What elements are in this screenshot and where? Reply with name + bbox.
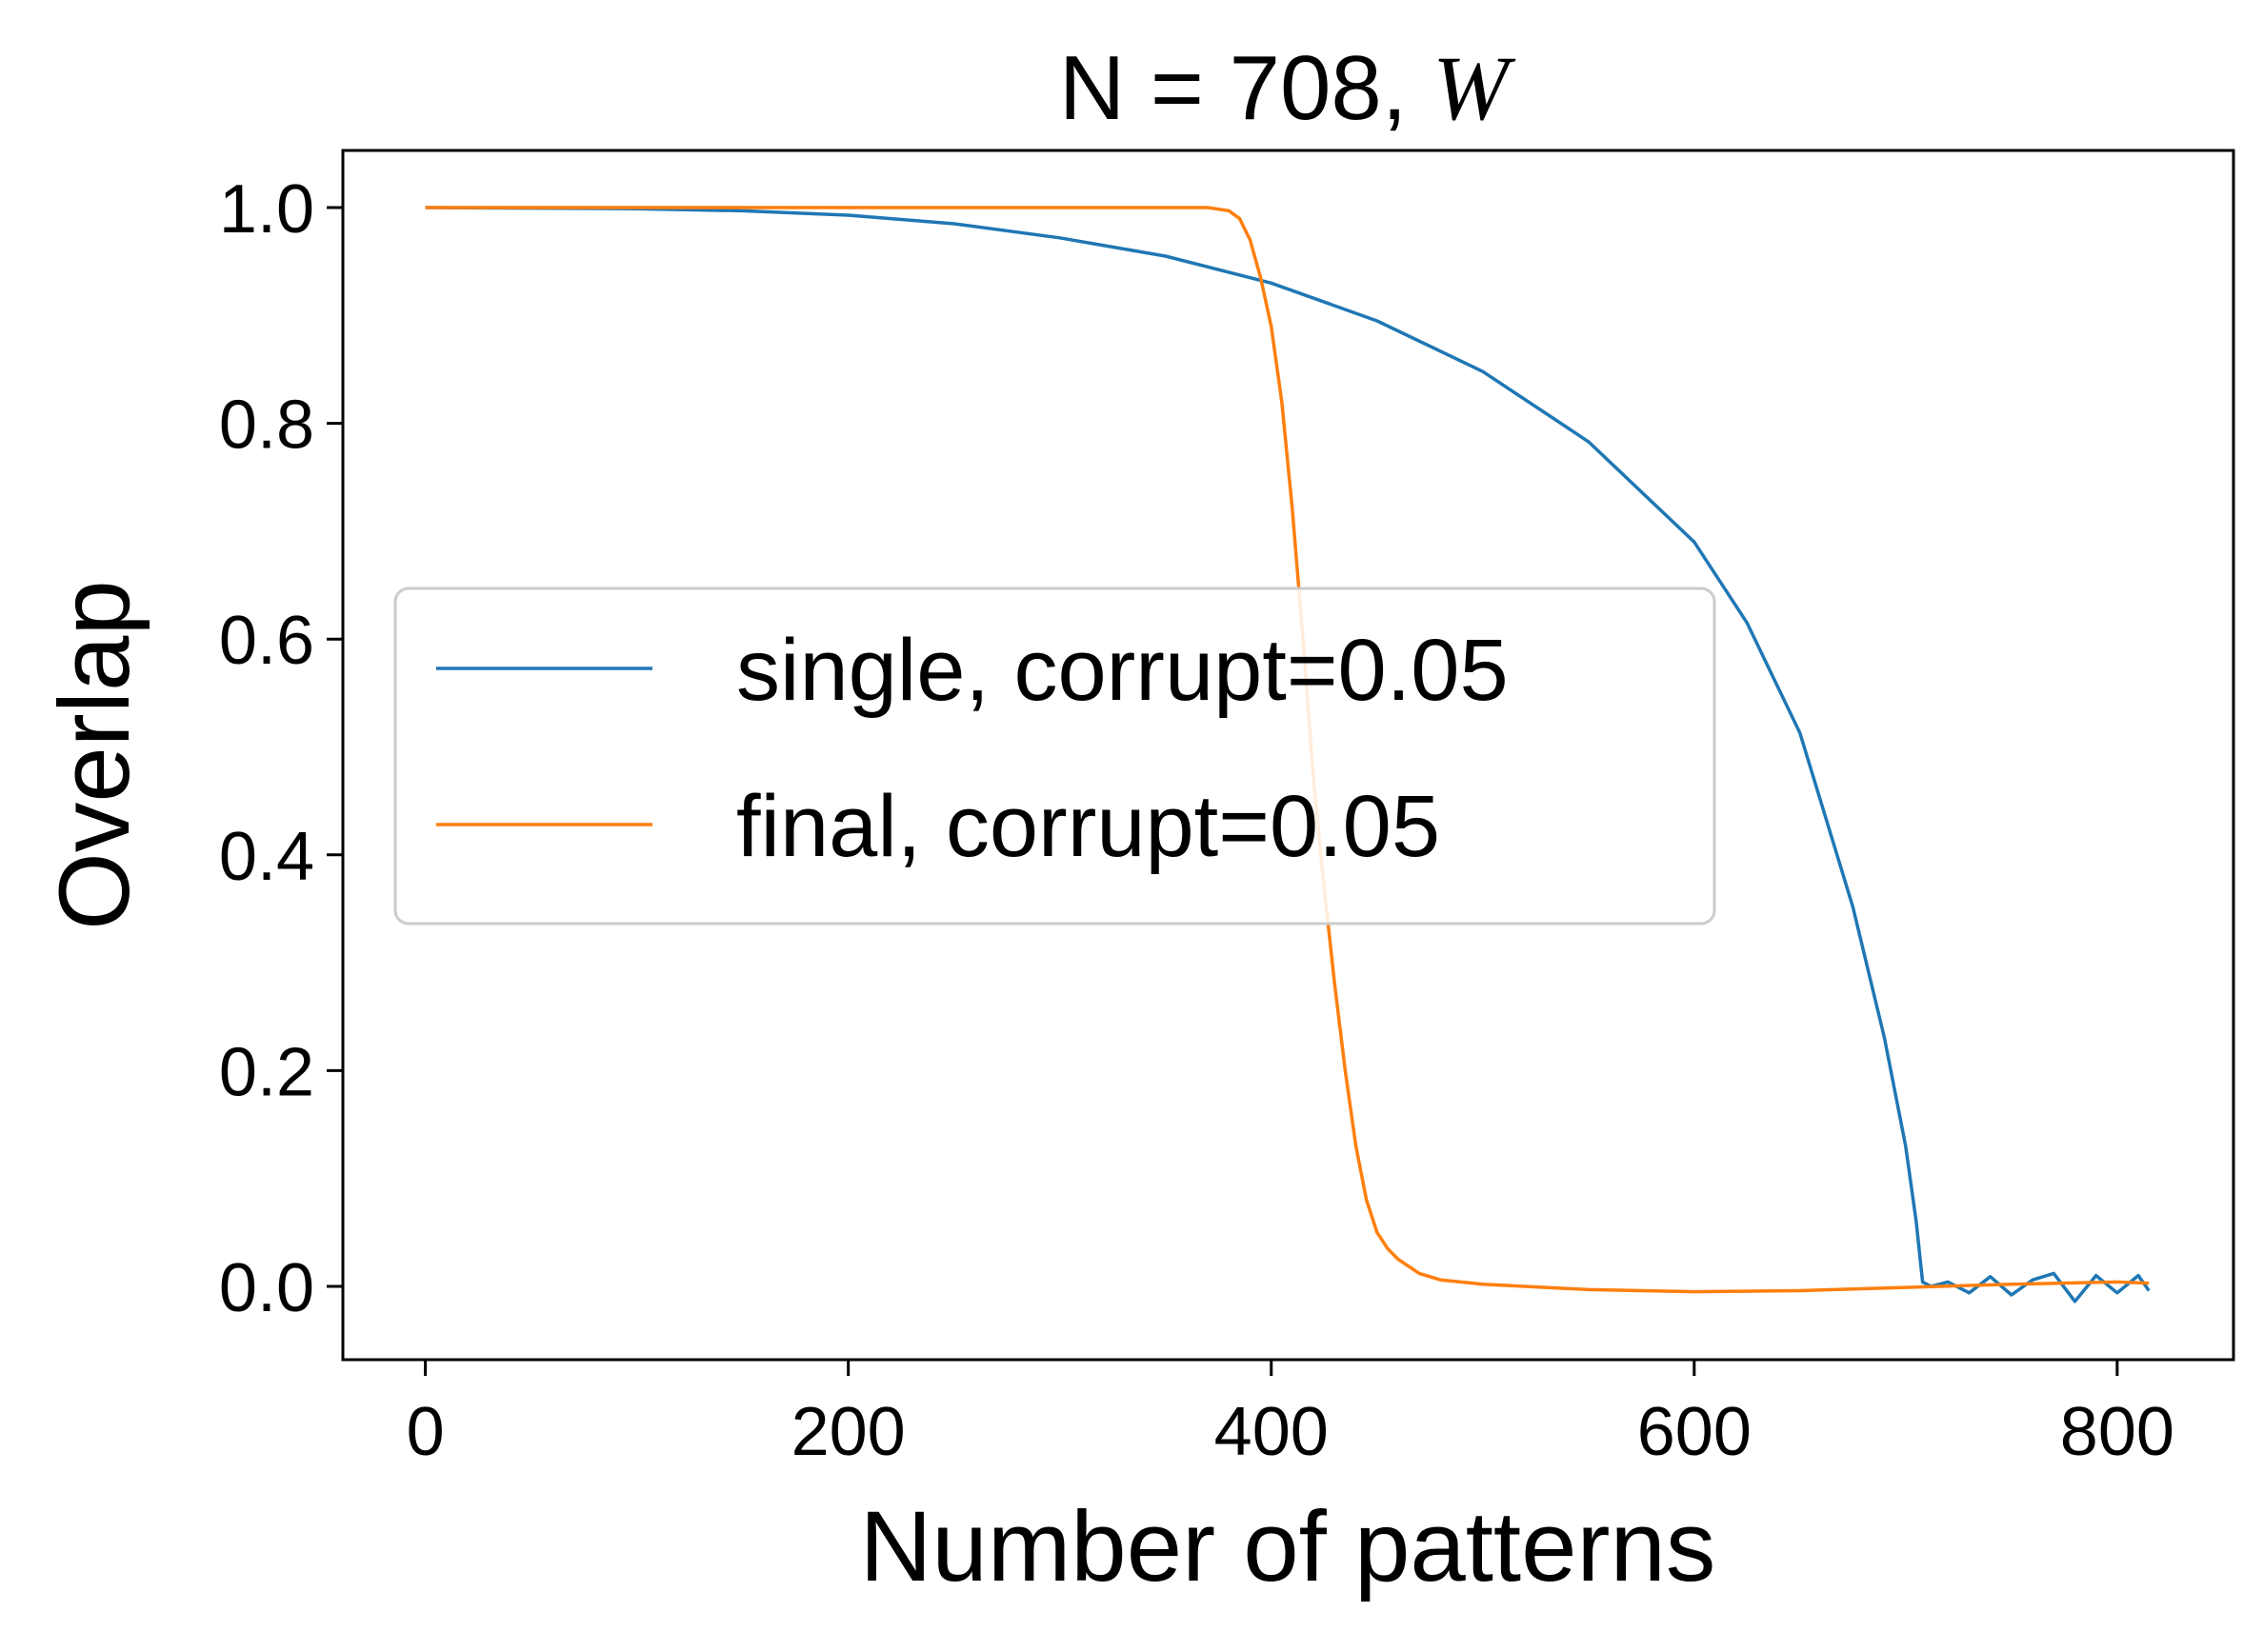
- y-axis-label: Overlap: [39, 580, 150, 930]
- x-tick-label: 0: [407, 1394, 445, 1470]
- x-tick-label: 600: [1637, 1394, 1752, 1470]
- y-tick-label: 0.2: [219, 1034, 314, 1110]
- chart-title-variable: W: [1432, 37, 1516, 139]
- y-tick-label: 1.0: [219, 171, 314, 248]
- y-tick-label: 0.8: [219, 388, 314, 464]
- x-axis-ticks: 0 200 400 600 800: [407, 1360, 2174, 1470]
- y-tick-label: 0.4: [219, 819, 314, 895]
- legend-box: [393, 587, 1716, 926]
- plot-area: [425, 206, 2151, 1304]
- y-tick-label: 0.6: [219, 603, 314, 679]
- legend-label-final: final, corrupt=0.05: [736, 778, 1440, 875]
- x-axis-label: Number of patterns: [860, 1491, 1716, 1602]
- legend-label-single: single, corrupt=0.05: [736, 622, 1509, 719]
- series-line-1: [425, 206, 2150, 1294]
- x-tick-label: 400: [1214, 1394, 1329, 1470]
- chart-title-text: N = 708,: [1059, 37, 1432, 139]
- chart-title: N = 708, W: [1059, 37, 1516, 139]
- x-tick-label: 800: [2060, 1394, 2174, 1470]
- x-tick-label: 200: [791, 1394, 906, 1470]
- y-axis-ticks: 0.0 0.2 0.4 0.6 0.8 1.0: [219, 171, 343, 1326]
- plot-frame: [341, 149, 2235, 1362]
- legend: single, corrupt=0.05 final, corrupt=0.05: [393, 587, 1716, 926]
- y-tick-label: 0.0: [219, 1250, 314, 1326]
- series-line-0: [425, 206, 2151, 1304]
